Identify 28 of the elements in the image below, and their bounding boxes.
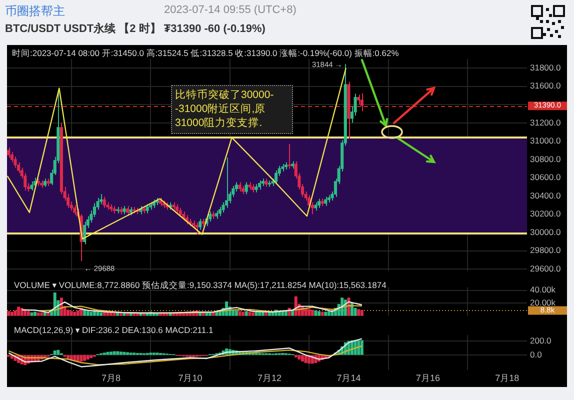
x-tick-label: 7月18: [495, 373, 520, 384]
y-tick-label: 31800.0: [530, 62, 561, 72]
y-tick-label: 40.00k: [530, 284, 556, 295]
y-tick-label: 31200.0: [530, 117, 561, 128]
y-tick-label: 30800.0: [530, 154, 561, 164]
annotation: MACD(12,26,9) ▾ DIF:236.2 DEA:130.6 MACD:211.1: [14, 325, 214, 336]
annotation: 比特币突破了30000--31000附近区间,原31000阻力变支撑.: [171, 85, 293, 134]
x-tick-label: 7月14: [336, 373, 361, 384]
chart-subtitle: 2023-07-14 09:55 (UTC+8): [164, 4, 296, 16]
text: 币圈搭帮主: [5, 3, 65, 20]
y-tick-label: 29800.0: [530, 245, 561, 256]
y-tick-label: 30600.0: [530, 172, 561, 182]
x-tick-label: 7月8: [101, 373, 121, 384]
y-tick-label: 30200.0: [530, 208, 561, 219]
chart-title: BTC/USDT USDT永续 【2 时】 ₮31390 -60 (-0.19%): [5, 22, 266, 36]
y-tick-label: 30000.0: [530, 226, 561, 237]
x-tick-label: 7月16: [416, 373, 440, 384]
text: 时间:2023-07-14 08:00 开:31450.0 高:31524.5 低:31328.5 收:31390.0 涨幅:-0.19%(-60.0) 振幅:0.62%: [12, 48, 399, 60]
y-tick-label: 31000.0: [530, 136, 561, 146]
x-tick-label: 7月10: [178, 373, 202, 384]
y-tick-label: 20.00k: [530, 297, 556, 308]
y-tick-label: 30400.0: [530, 190, 561, 200]
y-tick-label: 0.0: [530, 349, 542, 360]
y-tick-label: 200.0: [530, 336, 552, 346]
y-tick-label: 29600.0: [530, 263, 561, 274]
y-tick-label: 31600.0: [530, 80, 561, 91]
annotation: VOLUME ▾ VOLUME:8,772.8860 预估成交量:9,150.3374 MA(5):17,211.8254 MA(10):15,563.1874: [14, 280, 386, 292]
x-tick-label: 7月12: [257, 373, 282, 384]
